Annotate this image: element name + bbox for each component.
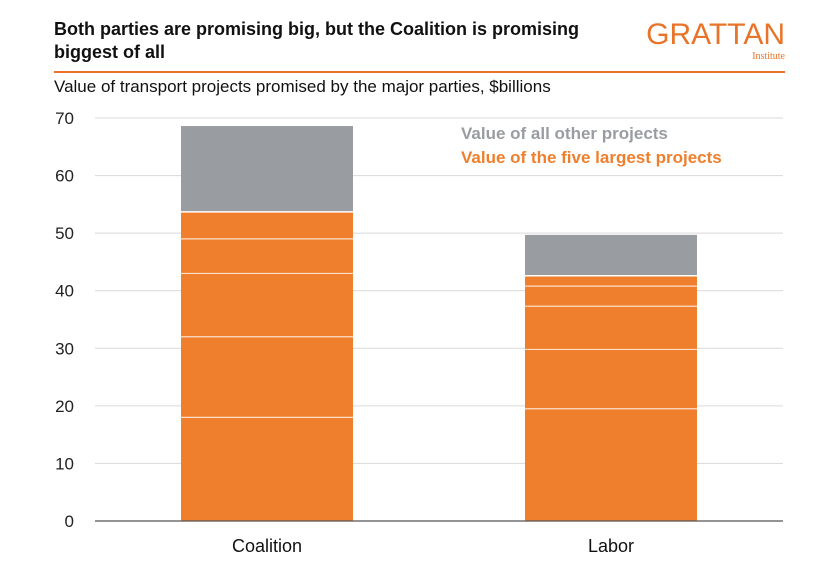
bar-segment (181, 211, 353, 521)
y-tick-label: 40 (55, 282, 74, 301)
chart-title: Both parties are promising big, but the … (54, 19, 580, 62)
legend: Value of all other projects Value of the … (461, 124, 722, 167)
y-tick-label: 60 (55, 167, 74, 186)
title-rule (54, 71, 785, 73)
y-tick-label: 50 (55, 224, 74, 243)
y-axis: 0 10 20 30 40 50 60 70 (55, 109, 74, 531)
x-tick-label: Coalition (232, 536, 302, 556)
bars (181, 126, 697, 521)
y-tick-label: 30 (55, 339, 74, 358)
chart-subtitle: Value of transport projects promised by … (54, 77, 551, 96)
y-tick-label: 70 (55, 109, 74, 128)
grattan-logo: GRATTAN Institute (646, 18, 785, 63)
y-tick-label: 20 (55, 397, 74, 416)
x-tick-label: Labor (588, 536, 634, 556)
y-tick-label: 0 (65, 512, 74, 531)
logo-wordmark: GRATTAN (646, 18, 785, 51)
legend-entry: Value of all other projects (461, 124, 668, 143)
bar-segment (181, 126, 353, 212)
bar-segment (525, 234, 697, 276)
x-axis: Coalition Labor (95, 520, 783, 556)
legend-entry: Value of the five largest projects (461, 148, 722, 167)
bar-segment (525, 275, 697, 521)
y-tick-label: 10 (55, 454, 74, 473)
logo-subtext: Institute (752, 51, 785, 62)
